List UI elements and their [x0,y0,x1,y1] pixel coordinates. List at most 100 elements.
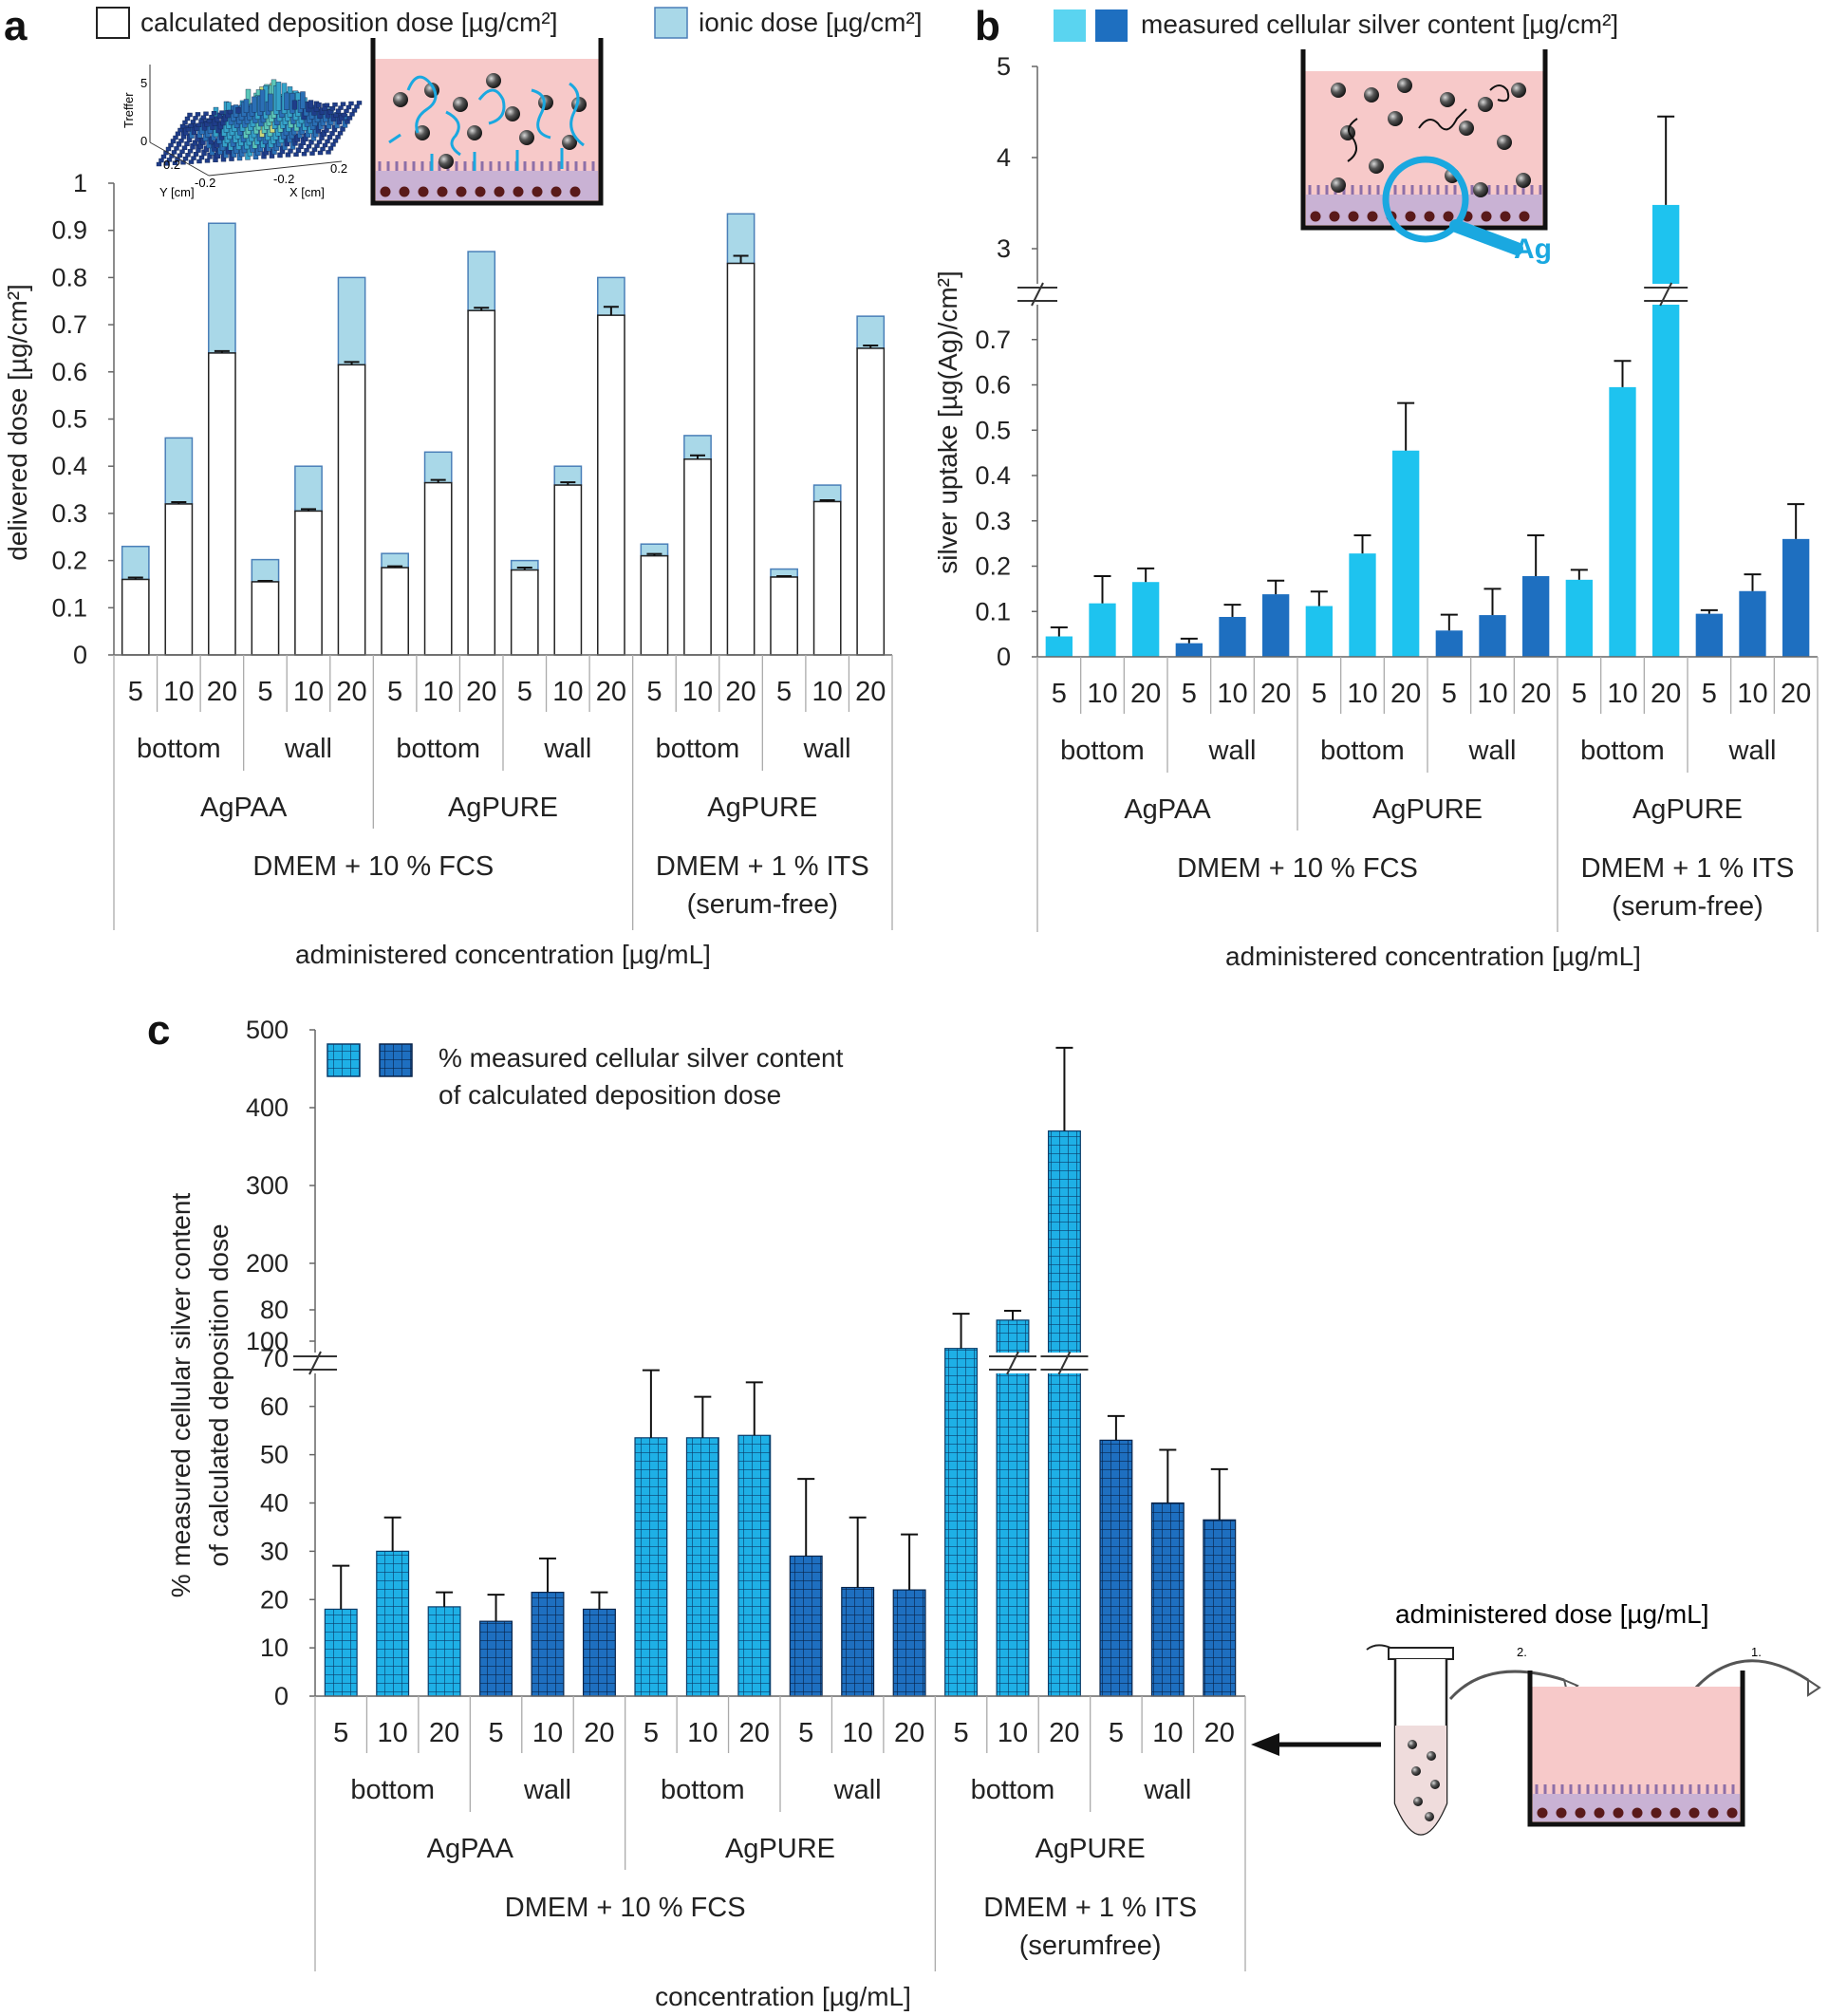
cell-nucleus [456,186,467,197]
histogram-bar [193,116,198,121]
bar [1609,386,1636,657]
inset-zlabel: Treffer [121,92,136,128]
bar [1782,538,1810,657]
inset-3d-histogram: Treffer 5 0 0.2 -0.2 0.2 -0.2 Y [cm] X [… [121,65,363,199]
bar-deposition [381,567,409,656]
category-label: 10 [423,677,454,707]
bar [737,1434,772,1697]
cell-nucleus [380,186,391,197]
histogram-bar [181,145,188,151]
histogram-bar [188,123,194,128]
y-tick-label: 0 [997,643,1011,671]
bar [1175,643,1203,657]
bar-deposition [294,510,323,656]
bar-ionic [337,276,366,366]
bar-deposition [726,262,756,656]
histogram-bar [198,119,204,124]
histogram-bar [332,139,339,143]
histogram-bar [341,112,347,118]
histogram-bar [308,100,314,109]
axis-break-slash [1006,1351,1019,1375]
panel-c: c % measured cellular silver content of … [147,1007,1821,2011]
histogram-bar [327,109,333,115]
histogram-bar [188,159,195,164]
category-label: 5 [1702,679,1717,709]
histogram-bar [268,93,273,112]
bar [841,1586,875,1697]
y-tick-label: 0.4 [51,452,87,480]
y-tick-label: 500 [246,1016,289,1044]
category-label: 20 [1390,679,1421,709]
nanoparticle [519,130,534,145]
histogram-bar [198,155,205,160]
histogram-bar [243,99,250,113]
legend-swatch-light [326,1043,361,1077]
y-tick-label: 0.7 [975,326,1011,354]
category-label: 5 [1182,679,1197,709]
category-label: 20 [855,677,886,707]
histogram-bar [196,159,202,164]
bar [996,1319,1030,1697]
bar-deposition [856,347,886,656]
bar-deposition [770,576,798,656]
material-label: AgPURE [1632,794,1743,825]
histogram-bar [168,142,174,148]
bar-deposition [337,364,366,656]
category-label: 20 [1130,679,1161,709]
y-tick-label: 0.7 [51,310,87,339]
category-label: 20 [1521,679,1551,709]
bar [1392,450,1420,657]
histogram-bar [235,107,241,114]
position-label: bottom [1580,736,1665,766]
position-label: wall [523,1775,571,1805]
inset-tick: 0 [140,134,147,148]
nanoparticle [467,125,482,140]
medium-label: (serum-free) [1612,891,1763,922]
bar [1695,613,1723,657]
nanoparticle [1478,97,1493,112]
histogram-bars [156,79,363,167]
panel-c-legend: % measured cellular silver content of ca… [326,1043,844,1110]
bar-deposition [510,569,539,656]
category-label: 5 [644,1718,659,1748]
y-tick-label: 0.9 [51,216,87,245]
histogram-bar [291,100,298,110]
legend-swatch-dark [1095,9,1128,42]
y-tick-label: 400 [246,1093,289,1122]
bar-ionic [121,545,150,581]
bar-deposition [467,309,496,656]
category-label: 20 [596,677,626,707]
y-tick-label: 0.4 [975,461,1011,490]
position-label: wall [1208,736,1257,766]
y-tick-label: 80 [260,1296,289,1324]
bar-deposition [251,581,280,656]
bar-deposition [812,500,842,656]
bar [1435,630,1463,657]
cell-nucleus [1405,211,1416,222]
cell-nucleus [550,186,562,197]
y-tick-label: 60 [260,1392,289,1421]
y-tick-label: 300 [246,1171,289,1200]
cell-nucleus [1537,1807,1548,1819]
inset-tick: 0.2 [163,158,180,172]
bar-deposition [553,484,583,656]
nanoparticle [1364,87,1379,103]
y-tick-label: 0.6 [975,371,1011,400]
bar [944,1348,979,1697]
histogram-bar [316,102,322,108]
nanoparticle [1369,159,1384,174]
bar-ionic [251,558,280,583]
medium-label: DMEM + 1 % ITS [983,1893,1197,1923]
nanoparticle [562,135,577,150]
category-label: 20 [1781,679,1811,709]
step-1-label: 1. [1751,1645,1762,1659]
category-label: 10 [532,1718,563,1748]
y-tick-label: 1 [73,169,87,197]
histogram-bar [203,111,209,117]
panel-a-legend: calculated deposition dose [µg/cm²] ioni… [96,7,923,39]
bar-ionic [294,465,323,513]
bar-deposition [423,481,453,656]
bar [789,1555,823,1697]
well-schematic-b: Ag [1300,49,1552,265]
